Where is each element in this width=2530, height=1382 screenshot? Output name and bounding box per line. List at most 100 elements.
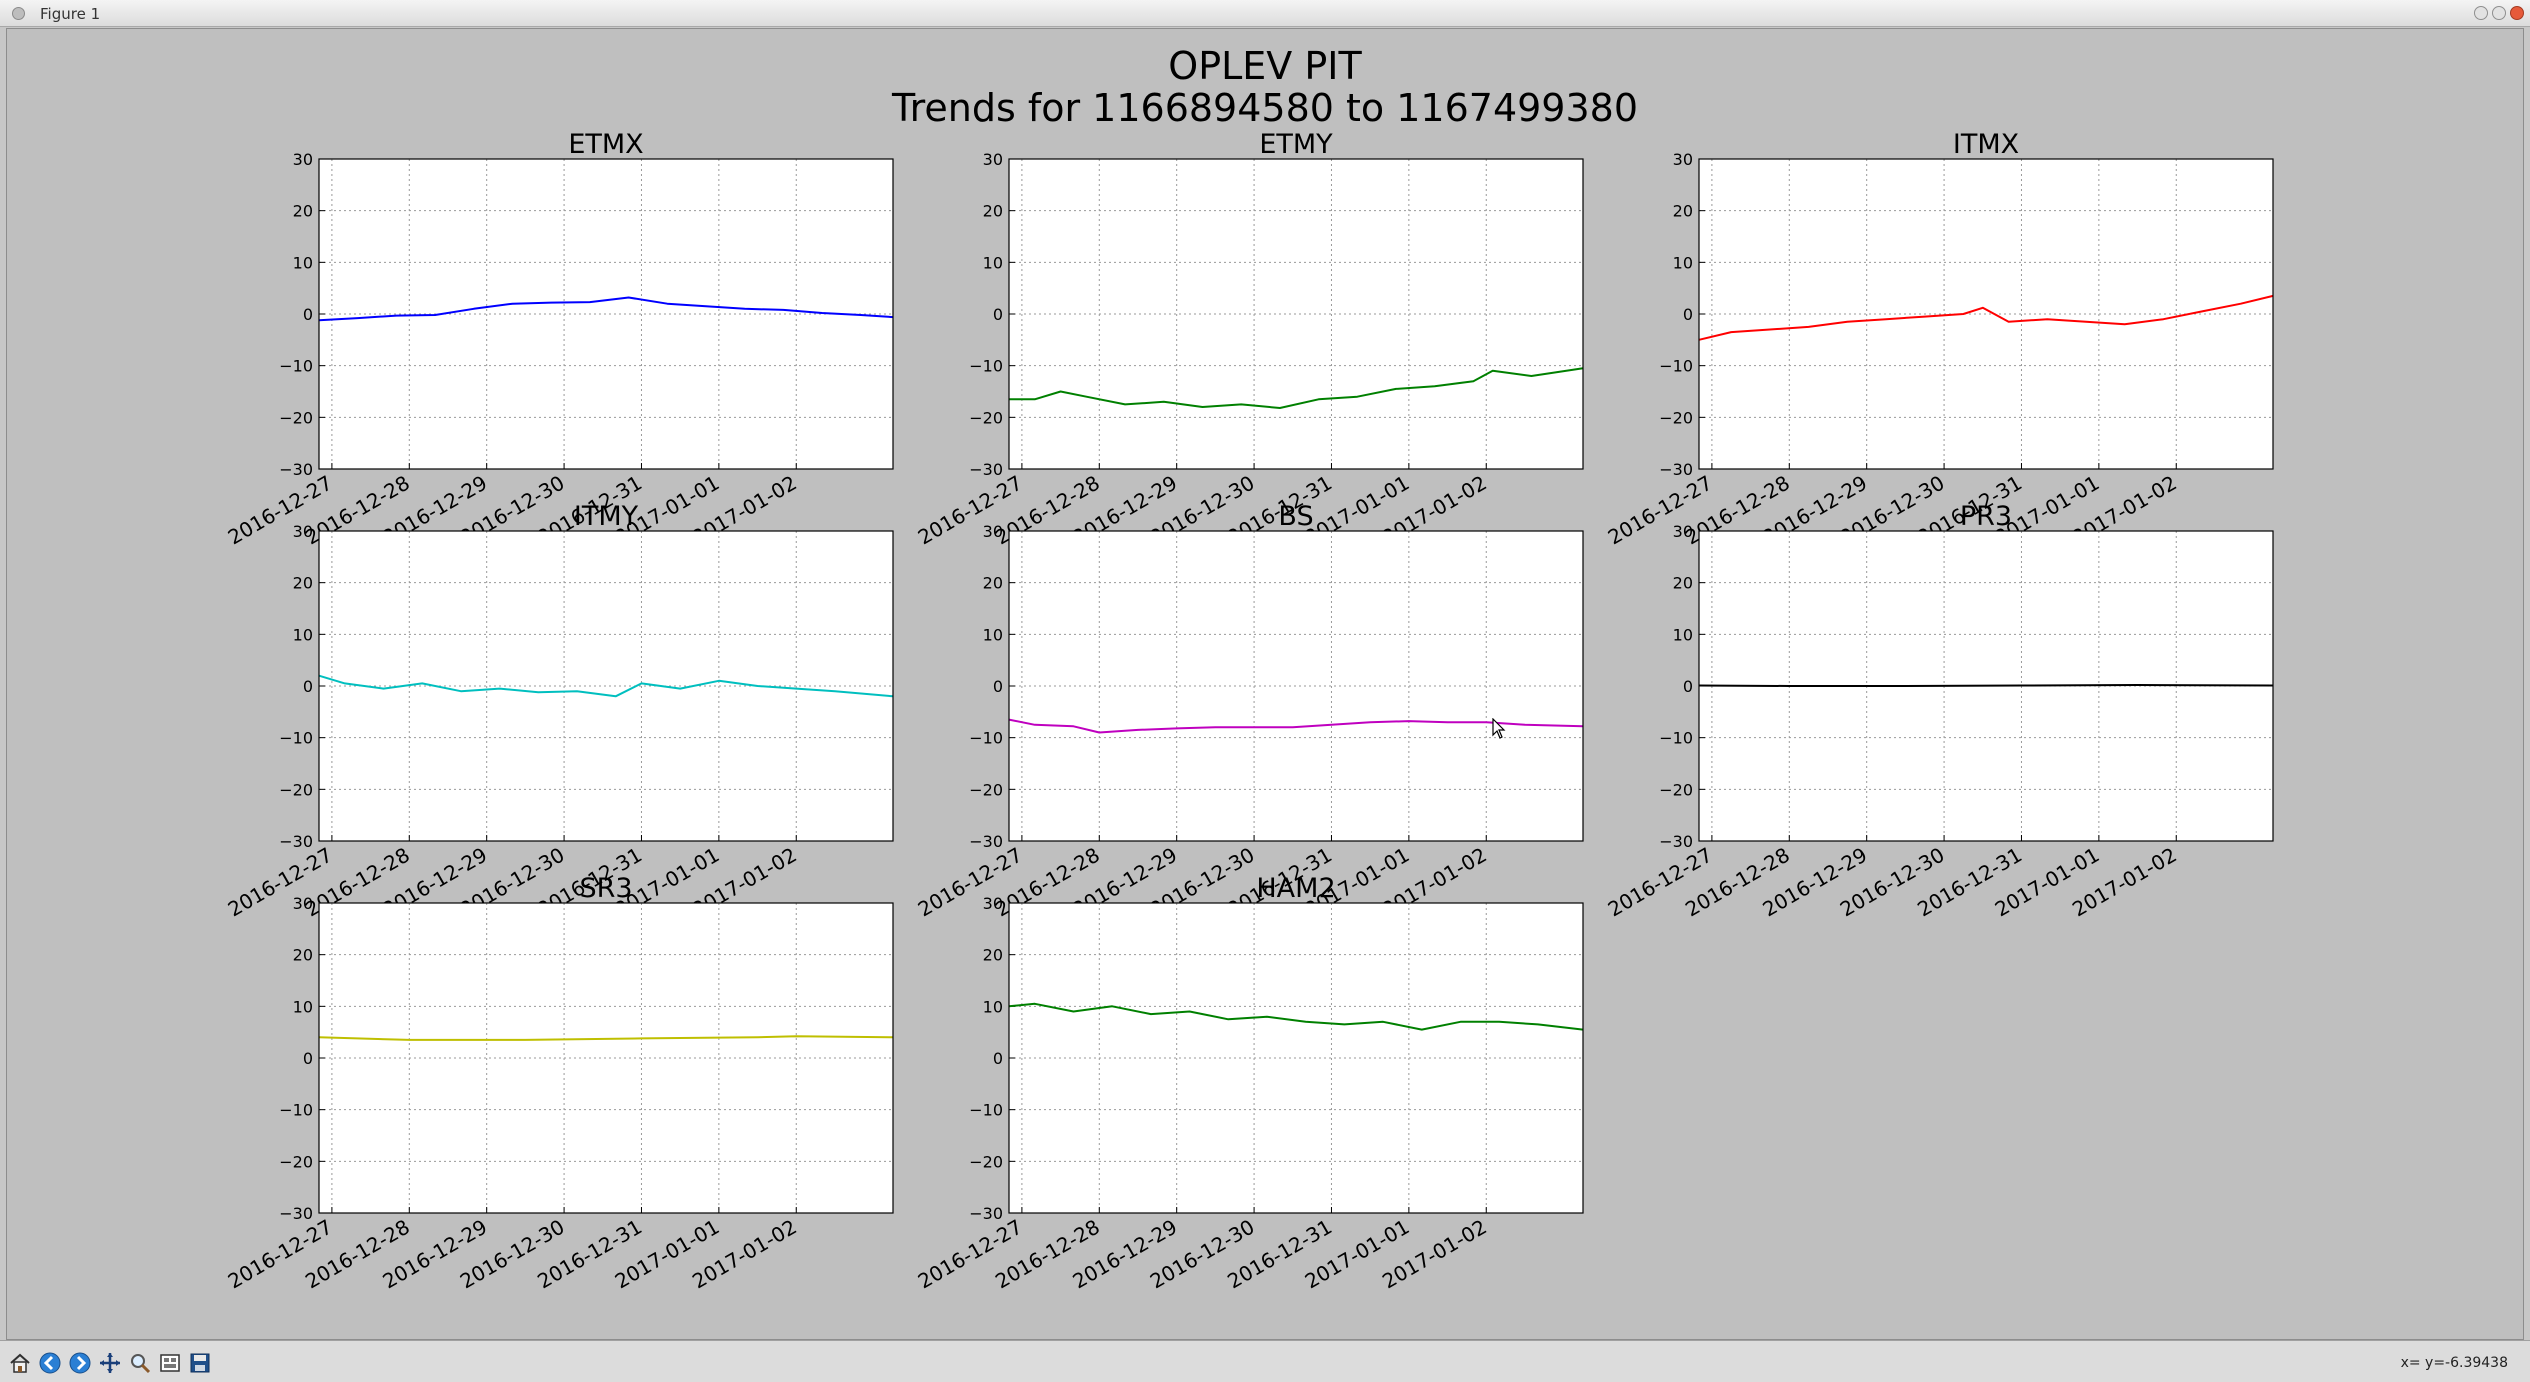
y-tick-label: 20 <box>1673 202 1693 221</box>
plot-frame <box>1698 158 2274 470</box>
y-tick-label: −20 <box>279 780 313 799</box>
y-tick-label: 30 <box>1673 150 1693 169</box>
subplots-button[interactable] <box>158 1351 182 1375</box>
close-button[interactable] <box>2510 6 2524 20</box>
move-icon <box>100 1353 120 1373</box>
plot-frame <box>1008 158 1584 470</box>
subplot-title: ITMX <box>1953 129 2019 160</box>
arrow-left-icon <box>39 1352 61 1374</box>
y-tick-label: 30 <box>983 894 1003 913</box>
figure-subtitle: Trends for 1166894580 to 1167499380 <box>891 86 1639 130</box>
y-tick-label: −10 <box>1659 729 1693 748</box>
y-tick-label: 10 <box>293 253 313 272</box>
y-tick-label: 30 <box>293 894 313 913</box>
y-tick-label: 20 <box>983 202 1003 221</box>
series-line-bs <box>1008 718 1584 734</box>
plots-area[interactable]: 3020100−10−20−302016-12-272016-12-282016… <box>0 0 2530 1340</box>
window-titlebar: Figure 1 <box>0 0 2530 27</box>
y-tick-label: −10 <box>969 1101 1003 1120</box>
y-tick-label: 10 <box>1673 253 1693 272</box>
subplot-ham2[interactable]: 3020100−10−20−302016-12-272016-12-282016… <box>914 873 1584 1293</box>
pan-button[interactable] <box>98 1351 122 1375</box>
y-tick-label: −30 <box>969 832 1003 851</box>
y-tick-label: 10 <box>983 625 1003 644</box>
subplot-bs[interactable]: 3020100−10−20−302016-12-272016-12-282016… <box>914 501 1584 921</box>
plot-frame <box>318 530 894 842</box>
y-tick-label: −20 <box>279 408 313 427</box>
y-tick-label: −20 <box>969 780 1003 799</box>
subplots-icon <box>160 1354 180 1372</box>
subplot-title: ETMY <box>1259 129 1333 160</box>
series-line-ham2 <box>1008 1002 1584 1031</box>
y-tick-label: −10 <box>279 729 313 748</box>
subplot-sr3[interactable]: 3020100−10−20−302016-12-272016-12-282016… <box>224 873 894 1293</box>
subplot-itmx[interactable]: 3020100−10−20−302016-12-272016-12-282016… <box>1604 129 2274 549</box>
subplot-etmy[interactable]: 3020100−10−20−302016-12-272016-12-282016… <box>914 129 1584 549</box>
subplot-title: SR3 <box>579 873 632 904</box>
y-tick-label: 0 <box>303 1049 313 1068</box>
y-tick-label: −10 <box>279 357 313 376</box>
y-tick-label: 20 <box>293 574 313 593</box>
series-line-itmx <box>1698 294 2274 341</box>
y-tick-label: 0 <box>1683 305 1693 324</box>
series-line-sr3 <box>318 1035 894 1041</box>
subplot-title: BS <box>1278 501 1313 532</box>
plot-frame <box>318 158 894 470</box>
home-button[interactable] <box>8 1351 32 1375</box>
y-tick-label: −30 <box>279 832 313 851</box>
y-tick-label: 30 <box>293 522 313 541</box>
maximize-button[interactable] <box>2492 6 2506 20</box>
y-tick-label: −30 <box>969 460 1003 479</box>
y-tick-label: −20 <box>1659 780 1693 799</box>
zoom-icon <box>131 1354 151 1374</box>
y-tick-label: 10 <box>983 253 1003 272</box>
navigation-toolbar: x= y=-6.39438 <box>0 1340 2530 1382</box>
figure-title: OPLEV PIT <box>1168 44 1362 88</box>
y-tick-label: 10 <box>1673 625 1693 644</box>
y-tick-label: 0 <box>1683 677 1693 696</box>
series-line-etmy <box>1009 367 1584 409</box>
series-line-etmx <box>318 296 894 322</box>
subplot-title: HAM2 <box>1256 873 1335 904</box>
y-tick-label: 30 <box>983 522 1003 541</box>
series-line-pr3 <box>1698 684 2274 687</box>
y-tick-label: 10 <box>293 997 313 1016</box>
forward-button[interactable] <box>68 1351 92 1375</box>
y-tick-label: 0 <box>993 305 1003 324</box>
y-tick-label: 20 <box>293 946 313 965</box>
subplot-title: PR3 <box>1960 501 2012 532</box>
home-icon <box>10 1353 30 1373</box>
window-menu-icon[interactable] <box>12 7 25 20</box>
subplot-itmy[interactable]: 3020100−10−20−302016-12-272016-12-282016… <box>224 501 894 921</box>
y-tick-label: 20 <box>1673 574 1693 593</box>
window-title: Figure 1 <box>40 5 101 23</box>
y-tick-label: −10 <box>1659 357 1693 376</box>
minimize-button[interactable] <box>2474 6 2488 20</box>
subplot-title: ETMX <box>568 129 643 160</box>
y-tick-label: 0 <box>303 677 313 696</box>
save-icon <box>190 1353 210 1373</box>
y-tick-label: 10 <box>983 997 1003 1016</box>
y-tick-label: −10 <box>969 729 1003 748</box>
series-line-itmy <box>318 674 894 698</box>
y-tick-label: −30 <box>1659 832 1693 851</box>
subplot-title: ITMY <box>574 501 639 532</box>
back-button[interactable] <box>38 1351 62 1375</box>
y-tick-label: −30 <box>279 460 313 479</box>
y-tick-label: 0 <box>993 677 1003 696</box>
y-tick-label: 0 <box>993 1049 1003 1068</box>
y-tick-label: −30 <box>969 1204 1003 1223</box>
y-tick-label: −20 <box>969 1152 1003 1171</box>
y-tick-label: 20 <box>983 946 1003 965</box>
y-tick-label: −20 <box>279 1152 313 1171</box>
y-tick-label: −10 <box>969 357 1003 376</box>
zoom-button[interactable] <box>128 1351 152 1375</box>
plot-frame <box>318 902 894 1214</box>
arrow-right-icon <box>69 1352 91 1374</box>
save-button[interactable] <box>188 1351 212 1375</box>
y-tick-label: 30 <box>983 150 1003 169</box>
plot-frame <box>1698 530 2274 842</box>
subplot-pr3[interactable]: 3020100−10−20−302016-12-272016-12-282016… <box>1604 501 2274 921</box>
mouse-cursor-icon <box>1492 718 1506 739</box>
subplot-etmx[interactable]: 3020100−10−20−302016-12-272016-12-282016… <box>224 129 894 549</box>
